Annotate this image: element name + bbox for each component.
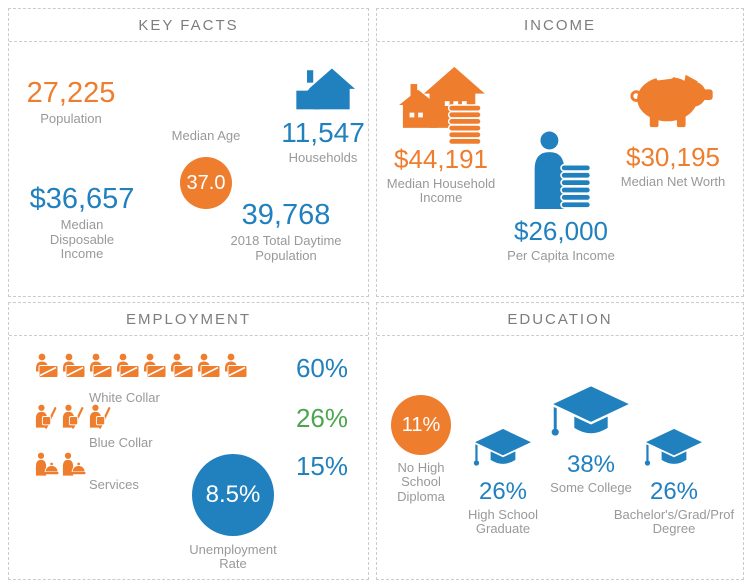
median-net-worth-label: Median Net Worth (620, 173, 726, 189)
white-collar-label: White Collar (89, 390, 160, 405)
services-icon (35, 451, 59, 478)
edu-no-hs-diploma: 11% No High School Diploma (377, 395, 465, 504)
daytime-population-value: 39,768 (241, 199, 331, 231)
households-value: 11,547 (281, 117, 365, 148)
white-collar-icon-row (35, 353, 248, 380)
median-age-circle: 37.0 (180, 157, 232, 210)
no-hs-diploma-label: No High School Diploma (397, 460, 445, 504)
unemployment-value: 8.5% (205, 481, 261, 508)
bachelors-value: 26% (649, 478, 699, 505)
per-capita-income-stat: $26,000 Per Capita Income (501, 131, 621, 263)
population-value: 27,225 (26, 77, 116, 109)
median-disposable-income-stat: $36,657 Median Disposable Income (19, 183, 145, 261)
services-value: 15% (295, 451, 348, 481)
services-icon-row (35, 451, 86, 478)
households-stat: 11,547 Households (261, 65, 385, 165)
median-age-stat: Median Age 37.0 (149, 127, 263, 210)
median-net-worth-stat: $30,195 Median Net Worth (615, 69, 731, 189)
unemployment-label-block: Unemployment Rate (163, 541, 303, 572)
house-coins-icon (397, 65, 485, 145)
some-college-value: 38% (566, 451, 616, 478)
house-icon (291, 65, 355, 111)
population-stat: 27,225 Population (9, 77, 133, 127)
per-capita-income-label: Per Capita Income (507, 247, 615, 263)
population-label: Population (40, 111, 102, 127)
white-collar-icon (143, 353, 167, 380)
blue-collar-icon (35, 403, 59, 430)
blue-collar-label: Blue Collar (89, 435, 153, 450)
bachelors-label: Bachelor's/Grad/Prof Degree (613, 506, 735, 536)
median-age-value: 37.0 (186, 171, 226, 194)
households-label: Households (288, 150, 358, 166)
median-disposable-income-label: Median Disposable Income (49, 217, 115, 261)
some-college-label: Some College (550, 479, 632, 495)
white-collar-icon (197, 353, 221, 380)
white-collar-icon (35, 353, 59, 380)
blue-collar-icon (89, 403, 113, 430)
blue-collar-icon-row (35, 403, 113, 430)
median-age-label: Median Age (171, 128, 241, 143)
median-disposable-income-value: $36,657 (29, 183, 135, 215)
blue-collar-value: 26% (295, 403, 348, 433)
employment-panel: EMPLOYMENT White Collar 60% Blue Collar … (8, 302, 369, 580)
white-collar-icon (62, 353, 86, 380)
services-label: Services (89, 477, 139, 492)
no-hs-diploma-circle: 11% (391, 395, 451, 455)
employment-title: EMPLOYMENT (9, 303, 368, 336)
piggy-bank-icon (629, 69, 717, 129)
grad-cap-icon (471, 428, 535, 474)
edu-hs-graduate: 26% High School Graduate (461, 428, 545, 536)
white-collar-icon (224, 353, 248, 380)
median-household-income-stat: $44,191 Median Household Income (385, 65, 497, 205)
unemployment-circle: 8.5% (192, 454, 274, 536)
key-facts-title: KEY FACTS (9, 9, 368, 42)
person-coins-icon (529, 131, 593, 209)
blue-collar-icon (62, 403, 86, 430)
daytime-population-stat: 39,768 2018 Total Daytime Population (221, 199, 351, 263)
grad-cap-icon (642, 428, 706, 474)
white-collar-icon (116, 353, 140, 380)
white-collar-value: 60% (295, 353, 348, 383)
median-household-income-value: $44,191 (394, 144, 488, 174)
median-household-income-label: Median Household Income (386, 175, 496, 206)
white-collar-icon (170, 353, 194, 380)
edu-bachelors: 26% Bachelor's/Grad/Prof Degree (605, 428, 743, 536)
income-title: INCOME (377, 9, 743, 42)
per-capita-income-value: $26,000 (514, 216, 608, 246)
edu-some-college: 38% Some College (543, 385, 639, 495)
education-panel: EDUCATION 11% No High School Diploma 26%… (376, 302, 744, 580)
no-hs-diploma-value: 11% (401, 413, 441, 436)
education-title: EDUCATION (377, 303, 743, 336)
hs-graduate-label: High School Graduate (467, 506, 539, 536)
services-icon (62, 451, 86, 478)
hs-graduate-value: 26% (478, 478, 528, 505)
unemployment-label: Unemployment Rate (189, 542, 277, 572)
income-panel: INCOME $44,191 Median Household Income $… (376, 8, 744, 297)
white-collar-icon (89, 353, 113, 380)
median-net-worth-value: $30,195 (626, 142, 720, 172)
key-facts-panel: KEY FACTS 27,225 Population Median Age 3… (8, 8, 369, 297)
daytime-population-label: 2018 Total Daytime Population (230, 233, 342, 263)
